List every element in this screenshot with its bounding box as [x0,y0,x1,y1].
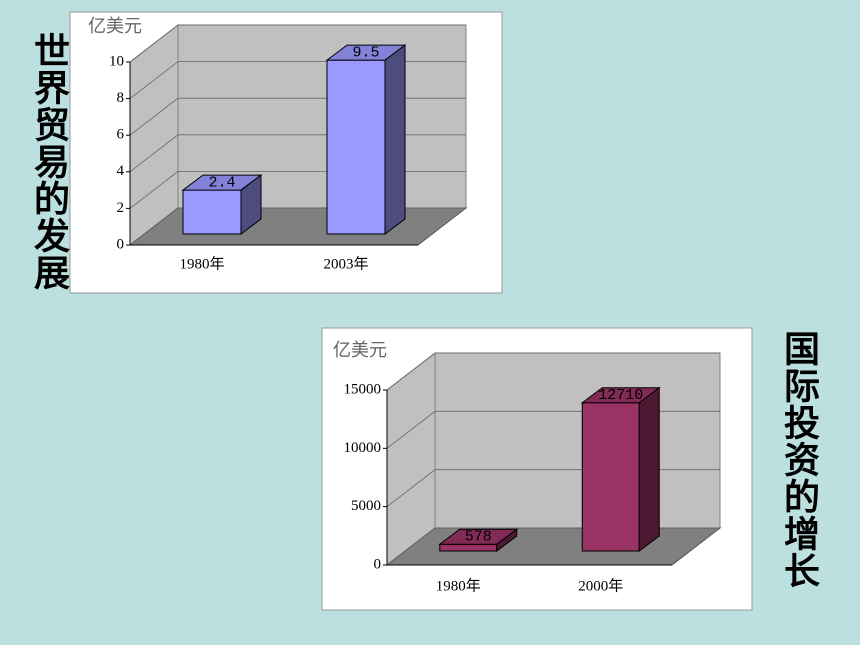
y-tick-label: 6 [117,127,125,143]
grid-line [129,24,466,63]
data-label: 2.4 [208,175,235,192]
unit-label: 亿美元 [333,340,387,361]
bar-top-shade [582,387,660,403]
bar [580,386,661,552]
bar-top-shade [439,529,517,545]
bar [438,528,519,552]
bar-side-shade [496,529,517,551]
bar-front [182,189,242,235]
data-label: 9.5 [352,45,379,62]
x-tick-label: 1980年 [436,577,481,594]
y-tick-label: 15000 [344,381,382,397]
side-wall [129,23,179,247]
bar [325,44,407,235]
y-tick-label: 8 [117,90,125,106]
floor [128,207,468,246]
bar-side-shade [385,45,405,235]
y-tick-label: 4 [117,163,125,179]
bar-front [581,402,640,552]
data-label: 578 [465,529,492,546]
unit-label: 亿美元 [88,16,142,37]
chart: 亿美元 0 2 4 6 8 10 1980年 2.4 2003年 9.5 [69,11,503,294]
x-tick-label: 2000年 [578,577,623,594]
bar-top-shade [183,175,261,191]
grid-line [386,352,720,391]
chart-title: 国际投资的增长 [778,330,819,589]
y-tick-label: 10000 [344,440,382,456]
bar-side-shade [241,175,261,234]
floor [385,527,722,566]
bar-front [326,59,386,235]
data-label: 12710 [598,387,643,404]
y-tick-label: 5000 [351,498,381,514]
bar-side-shade [639,387,660,551]
bar [181,174,263,235]
x-tick-label: 2003年 [323,255,368,272]
x-tick-label: 1980年 [179,255,224,272]
chart-title: 世界贸易的发展 [28,32,69,291]
y-tick-label: 0 [374,556,382,572]
back-wall [434,352,721,529]
chart: 亿美元 0 5000 10000 15000 1980年 578 2000年 12710 [321,327,753,611]
bar-top-shade [327,45,405,61]
y-tick-label: 0 [117,236,125,252]
y-tick-label: 10 [109,53,124,69]
y-tick-label: 2 [117,200,125,216]
